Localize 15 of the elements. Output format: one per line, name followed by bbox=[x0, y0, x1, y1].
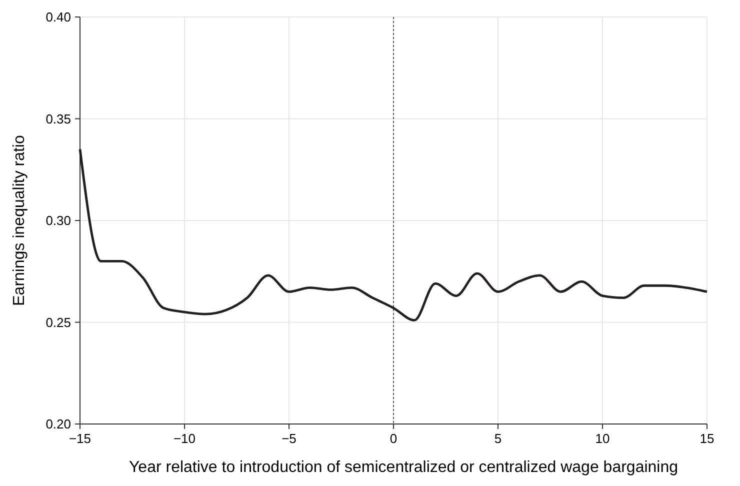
x-axis-title: Year relative to introduction of semicentralized or centralized wage bargaining bbox=[128, 459, 678, 476]
x-tick-label: 10 bbox=[595, 431, 610, 446]
x-tick-label: −10 bbox=[173, 431, 196, 446]
y-tick-label: 0.40 bbox=[46, 10, 71, 24]
x-tick-label: 0 bbox=[390, 431, 398, 446]
y-tick-label: 0.30 bbox=[46, 213, 71, 228]
x-tick-label: −15 bbox=[68, 431, 92, 446]
y-axis-title: Earnings inequality ratio bbox=[11, 135, 28, 306]
x-tick-label: 5 bbox=[494, 431, 502, 446]
x-tick-label: −5 bbox=[282, 431, 296, 446]
y-tick-label: 0.25 bbox=[46, 314, 71, 330]
line-series bbox=[78, 148, 708, 322]
x-tick-label: 15 bbox=[700, 431, 714, 446]
y-tick-label: 0.20 bbox=[46, 416, 71, 432]
y-tick-label: 0.35 bbox=[46, 111, 71, 126]
